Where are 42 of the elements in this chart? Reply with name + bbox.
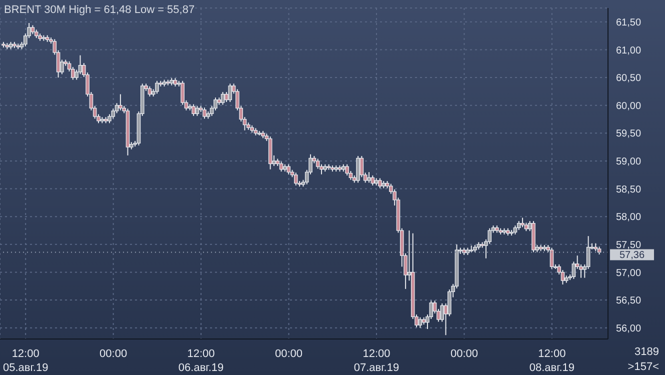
- candlestick: [148, 86, 152, 97]
- candlestick: [279, 161, 284, 172]
- x-tick-label: 00:00: [450, 348, 478, 360]
- x-tick-label: 12:00 07.авг.19: [354, 348, 400, 374]
- candlestick: [286, 164, 290, 175]
- y-tick-label: 57,00: [616, 268, 642, 279]
- y-tick-label: 58,00: [616, 212, 642, 224]
- x-tick-label: 12:00 08.авг.19: [529, 348, 575, 374]
- text: 3189: [634, 346, 659, 358]
- x-tick-label: 12:00 05.авг.19: [2, 348, 48, 374]
- text: >157<: [628, 361, 659, 373]
- candlestick: [550, 247, 554, 270]
- candlestick: [294, 172, 298, 186]
- candlestick: [520, 217, 524, 228]
- candlestick: [367, 172, 371, 184]
- y-tick-label: 57,50: [616, 240, 642, 251]
- candlestick: [370, 174, 375, 186]
- y-tick-label: 60,00: [616, 100, 642, 112]
- y-tick-label: 59,50: [616, 128, 642, 140]
- candlestick: [192, 104, 196, 116]
- candlestick: [418, 316, 422, 328]
- y-tick-label: 61,00: [616, 45, 642, 56]
- ref-line-label: 57,36: [619, 250, 645, 262]
- y-tick-label: 56,00: [616, 323, 642, 334]
- candlestick: [345, 164, 349, 176]
- y-tick-label: 59,00: [616, 156, 642, 168]
- candlestick: [220, 92, 225, 106]
- candlestick: [228, 83, 232, 103]
- x-tick-label: 12:00 06.авг.19: [178, 348, 224, 374]
- y-tick-label: 58,50: [616, 184, 642, 196]
- x-tick-label: 00:00: [275, 348, 303, 360]
- x-tick-label: 00:00: [100, 348, 128, 360]
- y-tick-label: 61,50: [616, 17, 642, 28]
- candlestick: [378, 178, 382, 189]
- candlestick: [118, 94, 122, 111]
- candlestick: [356, 155, 360, 184]
- candlestick: [195, 105, 200, 116]
- y-tick-label: 60,50: [616, 73, 642, 84]
- candlestick: [155, 80, 159, 94]
- candlestick: [202, 107, 206, 120]
- y-tick-label: 56,50: [616, 296, 642, 307]
- chart-title: BRENT 30M High = 61,48 Low = 55,87: [4, 4, 195, 16]
